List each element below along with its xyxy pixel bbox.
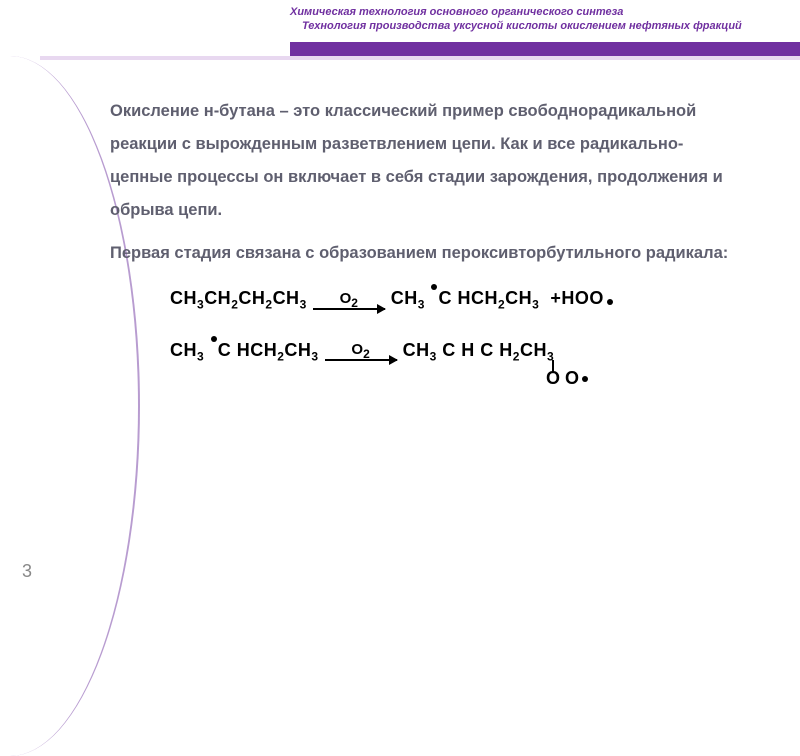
- slide-content: Окисление н-бутана – это классический пр…: [110, 95, 745, 363]
- paragraph-2: Первая стадия связана с образованием пер…: [110, 237, 745, 270]
- eq2-product: CH3 C H C H2CH3: [403, 340, 555, 364]
- radical-dot-icon: [582, 376, 588, 382]
- paragraph-1: Окисление н-бутана – это классический пр…: [110, 95, 745, 227]
- radical-dot-icon: [211, 336, 217, 342]
- peroxide-group: O O: [546, 368, 589, 389]
- header-purple-bar: [290, 42, 800, 56]
- eq1-product: CH3 C HCH2CH3 +HOO: [391, 288, 614, 312]
- page-number: 3: [22, 561, 32, 582]
- equation-1: CH3CH2CH2CH3 O2 CH3 C HCH2CH3 +HOO: [170, 288, 745, 312]
- header-line2: Технология производства уксусной кислоты…: [290, 20, 742, 32]
- header-thin-bar: [40, 56, 800, 60]
- eq1-arrow: O2: [313, 290, 385, 310]
- radical-dot-icon: [607, 299, 613, 305]
- radical-dot-icon: [431, 284, 437, 290]
- chemical-equations: CH3CH2CH2CH3 O2 CH3 C HCH2CH3 +HOO CH3 C…: [170, 288, 745, 363]
- eq1-reactant: CH3CH2CH2CH3: [170, 288, 307, 312]
- equation-2: CH3 C HCH2CH3 O2 CH3 C H C H2CH3 O O: [170, 340, 745, 364]
- eq2-arrow: O2: [325, 341, 397, 361]
- eq2-reactant: CH3 C HCH2CH3: [170, 340, 319, 364]
- header-line1: Химическая технология основного органиче…: [290, 6, 623, 18]
